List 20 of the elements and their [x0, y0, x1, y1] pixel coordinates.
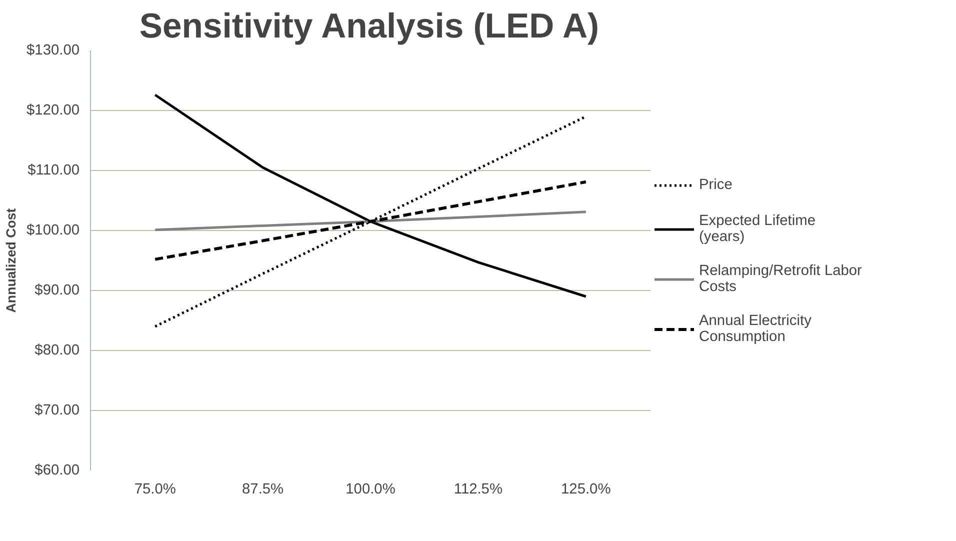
x-tick-label: 112.5% [454, 482, 503, 498]
x-tick-label: 75.0% [134, 482, 176, 498]
x-tick-label: 125.0% [561, 482, 611, 498]
legend-label: Relamping/Retrofit Labor Costs [699, 263, 862, 295]
y-tick-label: $60.00 [34, 462, 80, 478]
y-tick-label: $90.00 [34, 282, 80, 298]
chart-title: Sensitivity Analysis (LED A) [139, 8, 600, 46]
legend-label: Annual Electricity Consumption [699, 313, 812, 345]
y-tick-label: $130.00 [26, 42, 80, 58]
x-tick-label: 87.5% [242, 482, 284, 498]
y-tick-label: $120.00 [26, 102, 80, 118]
y-tick-label: $110.00 [28, 162, 80, 178]
y-tick-label: $80.00 [34, 342, 80, 358]
y-tick-label: $70.00 [34, 402, 80, 418]
legend-label: Price [699, 177, 732, 193]
y-tick-label: $100.00 [26, 222, 80, 238]
y-axis-title: Annualized Cost [4, 208, 19, 313]
x-tick-label: 100.0% [346, 482, 396, 498]
legend-label: Expected Lifetime (years) [699, 213, 816, 245]
line-series [154, 210, 588, 232]
